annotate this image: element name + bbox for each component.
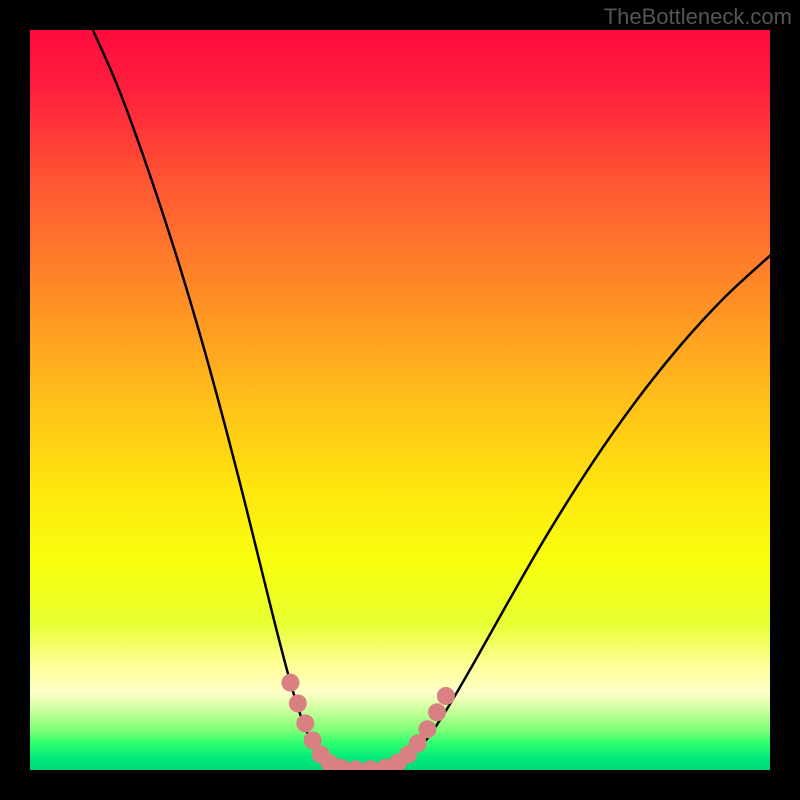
bottleneck-chart: [0, 0, 800, 800]
marker-dot: [428, 703, 446, 721]
marker-dot: [418, 720, 436, 738]
marker-dot: [289, 694, 307, 712]
marker-dot: [296, 714, 314, 732]
marker-dot: [437, 687, 455, 705]
gradient-background: [30, 30, 770, 770]
watermark-text: TheBottleneck.com: [604, 4, 792, 30]
marker-dot: [281, 674, 299, 692]
